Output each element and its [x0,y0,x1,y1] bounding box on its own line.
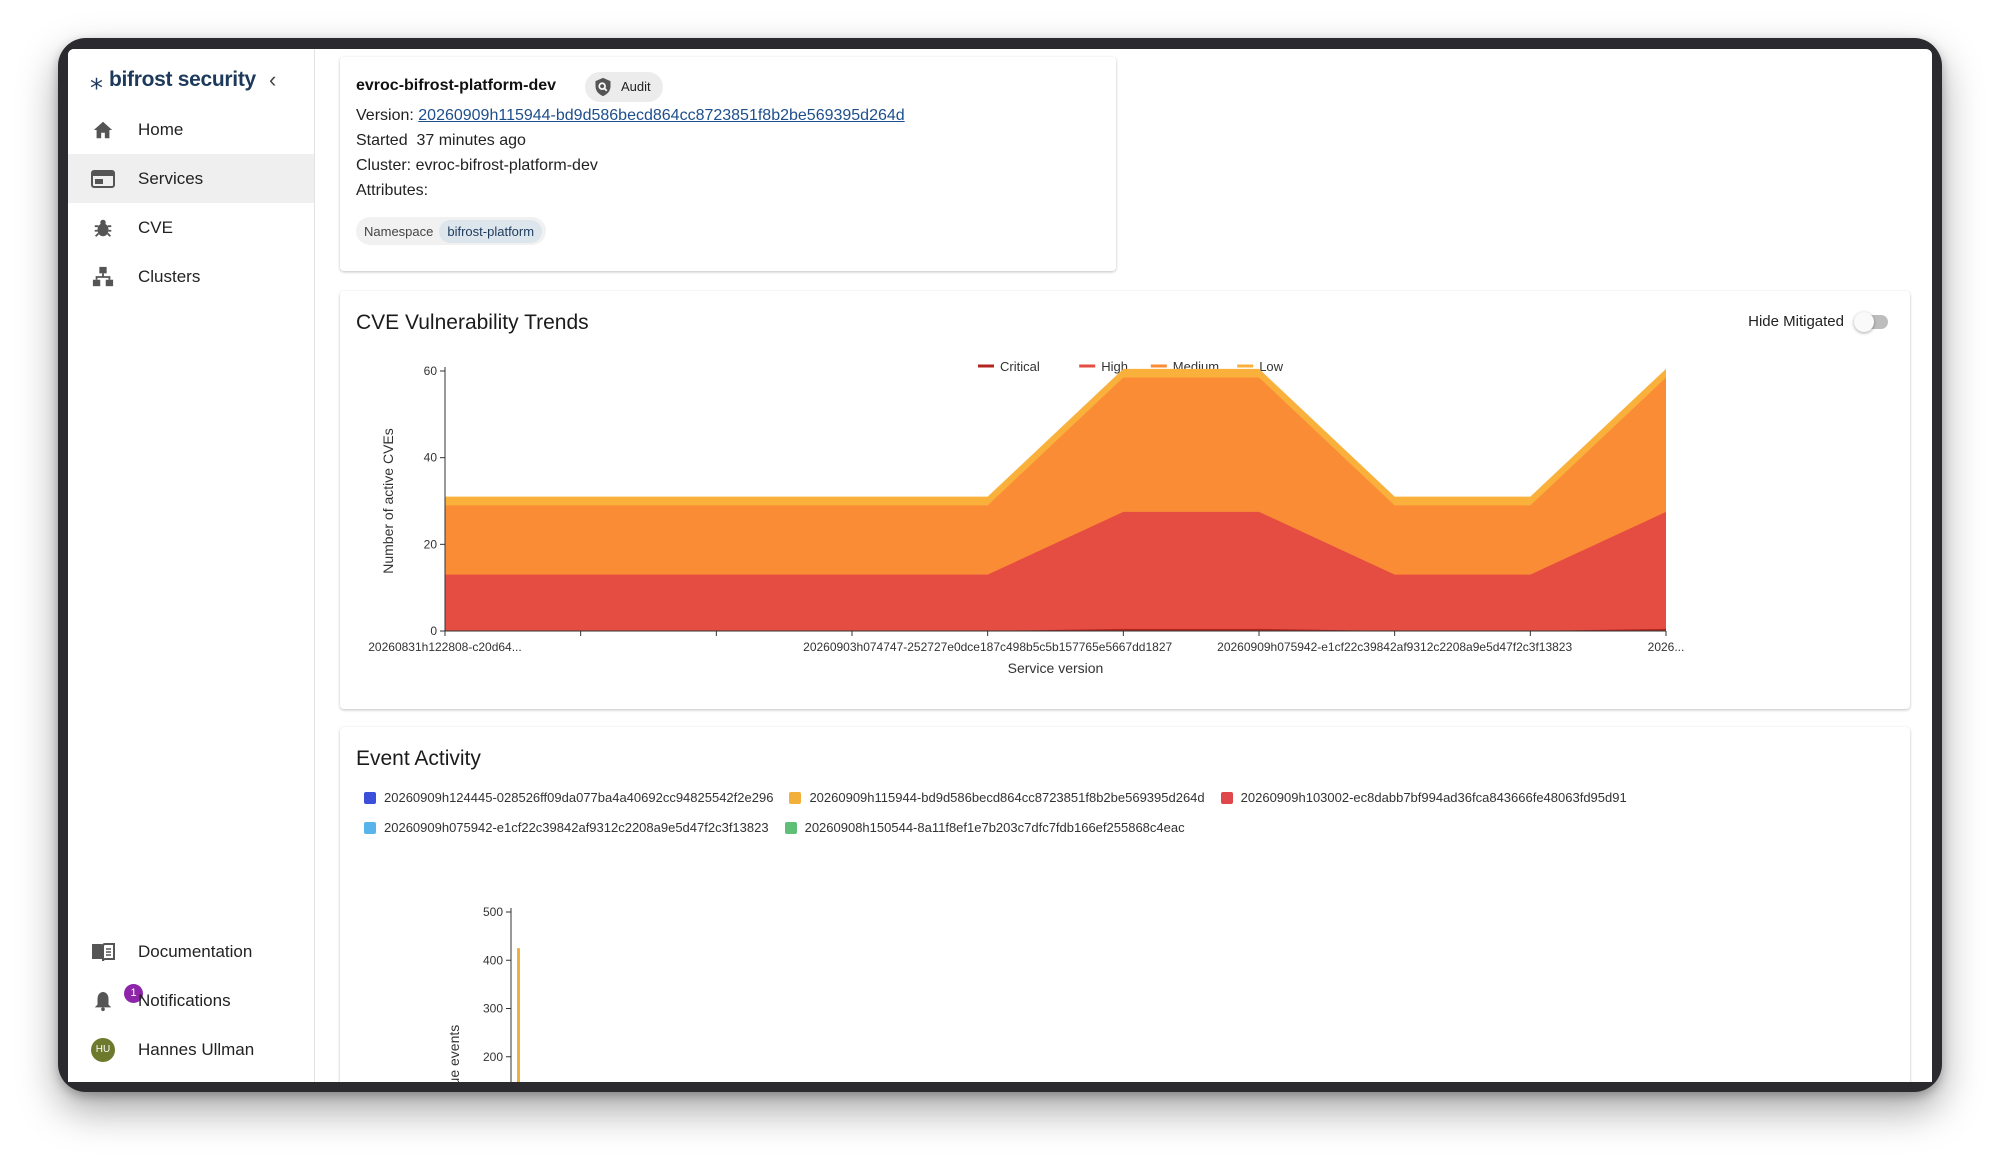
book-icon [90,939,116,965]
avatar-wrap: HU [90,1037,116,1063]
x-tick-label: 20260903h074747-252727e0dce187c498b5c5b1… [803,640,1172,654]
version-label: Version: [356,107,414,124]
sidebar-item-label: Services [138,168,204,188]
x-axis-title: Service version [1008,660,1104,676]
version-link[interactable]: 20260909h115944-bd9d586becd864cc8723851f… [418,107,905,124]
event-legend-item[interactable]: 20260908h150544-8a11f8ef1e7b203c7dfc7fdb… [784,820,1185,835]
sidebar-item-services[interactable]: Services [68,154,314,203]
sidebar-item-label: Home [138,119,184,139]
y-axis-title: Unique events [446,1025,462,1082]
sidebar-item-documentation[interactable]: Documentation [68,927,314,976]
event-legend-swatch [789,791,802,804]
cve-trends-title: CVE Vulnerability Trends [356,311,589,334]
event-legend-label: 20260909h124445-028526ff09da077ba4a40692… [384,790,774,805]
sidebar: ⁎ bifrost security ‹ Home Services CVE [68,49,315,1082]
avatar: HU [91,1037,115,1062]
x-tick-label: 20260909h075942-e1cf22c39842af9312c2208a… [1217,640,1572,654]
service-name: evroc-bifrost-platform-dev [356,77,557,94]
y-tick-label: 500 [483,905,503,919]
sidebar-item-cve[interactable]: CVE [68,203,314,252]
event-legend-label: 20260909h075942-e1cf22c39842af9312c2208a… [384,820,769,835]
notification-count-badge: 1 [124,983,143,1003]
services-icon [90,166,116,192]
brand-logo[interactable]: ⁎ bifrost security [90,67,256,93]
area-series-critical [445,628,1666,631]
chevron-left-icon[interactable]: ‹ [269,67,277,92]
namespace-value: bifrost-platform [439,219,543,243]
x-tick-label: 20260831h122808-c20d64... [368,640,521,654]
sidebar-item-label: Documentation [138,941,253,961]
event-legend-label: 20260909h115944-bd9d586becd864cc8723851f… [809,790,1205,805]
namespace-key: Namespace [364,223,434,239]
cve-trends-card: CVE Vulnerability Trends Hide Mitigated … [340,291,1910,709]
y-tick-label: 20 [424,537,438,551]
hide-mitigated-label: Hide Mitigated [1748,313,1844,330]
hide-mitigated-control: Hide Mitigated [1748,311,1888,332]
event-activity-title: Event Activity [356,747,481,770]
cluster-value: evroc-bifrost-platform-dev [415,157,598,174]
legend-label-high: High [1101,359,1128,374]
cluster-label: Cluster: [356,157,412,174]
bug-icon [90,215,116,241]
user-name: Hannes Ullman [138,1039,255,1059]
sidebar-item-home[interactable]: Home [68,105,314,154]
y-tick-label: 60 [424,364,438,378]
event-legend-row-2: 20260909h075942-e1cf22c39842af9312c2208a… [364,820,1185,835]
sidebar-item-label: CVE [138,217,173,237]
event-legend-item[interactable]: 20260909h103002-ec8dabb7bf994ad36fca8436… [1220,790,1627,805]
service-info-card: evroc-bifrost-platform-dev Audit Version… [340,57,1116,271]
area-series-high [445,511,1666,631]
sidebar-item-label: Clusters [138,266,201,286]
y-tick-label: 300 [483,1002,503,1016]
toggle-knob [1854,311,1874,332]
brand-name: bifrost security [109,68,256,91]
event-legend-row-1: 20260909h124445-028526ff09da077ba4a40692… [364,790,1627,805]
event-legend-swatch [364,821,376,834]
started-label: Started [356,132,408,149]
started-line: Started 37 minutes ago [356,132,526,150]
asterisk-logo-icon: ⁎ [90,65,103,95]
event-legend-item[interactable]: 20260909h124445-028526ff09da077ba4a40692… [364,790,773,805]
y-tick-label: 0 [430,624,437,638]
legend-label-low: Low [1259,359,1283,374]
x-tick-label: 2026... [1648,640,1685,654]
clusters-icon [90,264,116,290]
event-legend-swatch [784,821,797,834]
cluster-line: Cluster: evroc-bifrost-platform-dev [356,157,598,175]
audit-chip-label: Audit [621,79,651,94]
namespace-chip[interactable]: Namespace bifrost-platform [356,217,547,245]
event-legend-swatch [364,791,376,804]
sidebar-item-notifications[interactable]: 1 Notifications [68,976,314,1025]
shield-search-icon [593,77,613,108]
legend-label-critical: Critical [1000,359,1040,374]
event-legend-item[interactable]: 20260909h115944-bd9d586becd864cc8723851f… [789,790,1205,805]
event-legend-item[interactable]: 20260909h075942-e1cf22c39842af9312c2208a… [364,820,769,835]
y-axis-title: Number of active CVEs [380,428,396,574]
event-legend-swatch [1220,791,1233,804]
hide-mitigated-toggle[interactable] [1854,311,1888,332]
home-icon [90,117,116,143]
cve-trends-chart: Critical High Medium Low020406020260831h122… [368,359,1685,676]
sidebar-item-user[interactable]: HU Hannes Ullman [68,1025,314,1074]
attributes-label: Attributes: [356,182,429,199]
audit-chip[interactable]: Audit [585,72,663,102]
event-legend-label: 20260908h150544-8a11f8ef1e7b203c7dfc7fdb… [804,820,1185,835]
sidebar-item-clusters[interactable]: Clusters [68,252,314,301]
event-legend-label: 20260909h103002-ec8dabb7bf994ad36fca8436… [1240,790,1627,805]
bell-icon: 1 [90,983,143,1014]
event-bar [517,948,520,1082]
y-tick-label: 40 [424,451,438,465]
version-line: Version: 20260909h115944-bd9d586becd864c… [356,107,905,125]
y-tick-label: 200 [483,1050,503,1064]
event-activity-card: Event Activity 20260909h124445-028526ff0… [340,727,1910,1082]
started-value: 37 minutes ago [416,132,526,149]
sidebar-item-label: Notifications [138,990,231,1010]
app-window: ⁎ bifrost security ‹ Home Services CVE [68,49,1932,1082]
y-tick-label: 400 [483,953,503,967]
